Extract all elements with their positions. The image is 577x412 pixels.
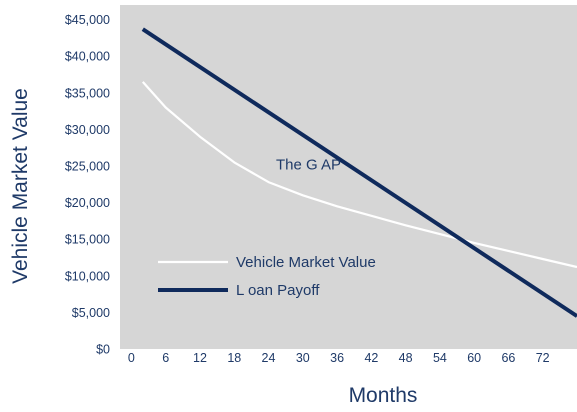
x-tick-label: 72 (536, 351, 550, 365)
series-line-vehicle-market-value (141, 81, 577, 269)
x-axis-title: Months (349, 384, 418, 407)
legend: Vehicle Market Value L oan Payoff (158, 254, 376, 299)
y-tick-label: $25,000 (65, 160, 110, 174)
x-tick-label: 18 (227, 351, 241, 365)
series-line-loan-payoff (141, 27, 577, 318)
x-tick-label: 12 (193, 351, 207, 365)
x-tick-label: 66 (501, 351, 515, 365)
y-tick-label: $45,000 (65, 13, 110, 27)
y-tick-label: $30,000 (65, 123, 110, 137)
x-tick-label: 0 (128, 351, 135, 365)
y-tick-label: $40,000 (65, 50, 110, 64)
x-tick-label: 60 (467, 351, 481, 365)
x-tick-label: 36 (330, 351, 344, 365)
legend-label-vehicle-market-value: Vehicle Market Value (236, 254, 376, 271)
x-tick-label: 24 (262, 351, 276, 365)
y-tick-label: $5,000 (72, 306, 110, 320)
plot-background (120, 5, 577, 349)
y-tick-label: $0 (96, 343, 110, 357)
x-tick-label: 54 (433, 351, 447, 365)
x-tick-label: 6 (162, 351, 169, 365)
x-tick-label: 48 (399, 351, 413, 365)
series-layer (141, 27, 577, 318)
y-axis-title: Vehicle Market Value (9, 88, 32, 284)
x-axis-ticks: 0 6 12 18 24 30 36 42 48 54 60 66 72 (128, 351, 550, 365)
y-axis-ticks: $0 $5,000 $10,000 $15,000 $20,000 $25,000 $30,… (65, 13, 110, 356)
y-tick-label: $15,000 (65, 233, 110, 247)
x-tick-label: 30 (296, 351, 310, 365)
legend-label-loan-payoff: L oan Payoff (236, 282, 320, 299)
gap-annotation: The G AP (276, 157, 341, 174)
y-tick-label: $35,000 (65, 86, 110, 100)
x-tick-label: 42 (364, 351, 378, 365)
y-tick-label: $20,000 (65, 196, 110, 210)
y-tick-label: $10,000 (65, 269, 110, 283)
